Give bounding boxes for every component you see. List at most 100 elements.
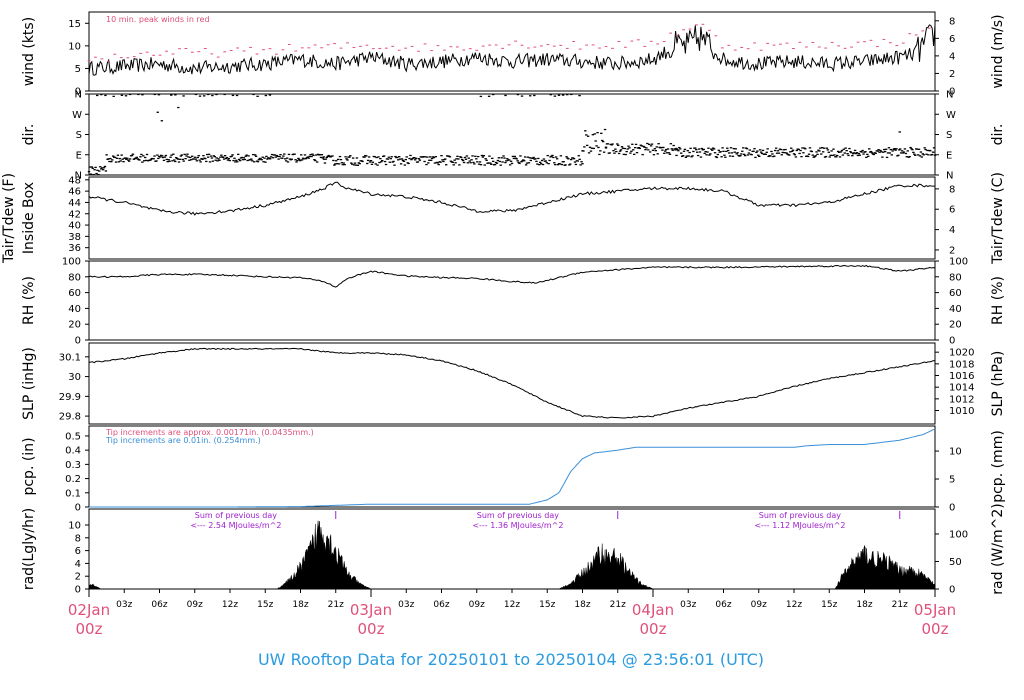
day-hour-label: 00z <box>640 620 667 638</box>
left-axis-label: pcp. (in) <box>21 437 37 495</box>
wind-series <box>88 24 936 76</box>
left-tick-label: 10 <box>68 41 81 52</box>
left-tick-label: 6 <box>75 546 81 557</box>
left-axis-label: Inside Box <box>21 182 37 254</box>
hour-tick-label: 09z <box>187 600 203 610</box>
right-tick-label: N <box>946 90 953 101</box>
left-tick-label: 46 <box>68 187 81 198</box>
hour-tick-label: 03z <box>398 600 414 610</box>
day-label: 03Jan <box>350 601 392 619</box>
daily-sum-value: <--- 1.36 MJoules/m^2 <box>472 521 563 530</box>
left-tick-label: W <box>72 110 82 121</box>
tip-note-red: Tip increments are approx. 0.00171in. (0… <box>105 428 314 437</box>
right-tick-label: 60 <box>949 288 962 299</box>
day-label: 02Jan <box>68 601 110 619</box>
left-tick-label: 38 <box>68 232 81 243</box>
right-tick-label: 2 <box>949 245 955 256</box>
hour-tick-label: 09z <box>751 600 767 610</box>
left-axis-label: SLP (inHg) <box>21 347 37 420</box>
tip-note-blue: Tip increments are 0.01in. (0.254mm.) <box>105 436 261 445</box>
left-tick-label: 0.4 <box>65 446 81 457</box>
hour-tick-label: 12z <box>786 600 802 610</box>
panel-frame <box>88 260 936 341</box>
left-tick-label: 30 <box>68 372 81 383</box>
right-tick-label: 50 <box>949 557 962 568</box>
right-tick-label: 5 <box>949 475 955 486</box>
hour-tick-label: 03z <box>680 600 696 610</box>
left-tick-label: 80 <box>68 272 81 283</box>
left-tick-label: 10 <box>68 521 81 532</box>
right-axis-label: pcp. (mm) <box>990 430 1006 503</box>
left-tick-label: 40 <box>68 221 81 232</box>
left-tick-label: 36 <box>68 243 81 254</box>
left-tick-label: 5 <box>75 64 81 75</box>
hour-tick-label: 03z <box>116 600 132 610</box>
right-tick-label: 1018 <box>949 359 974 370</box>
rh-series <box>88 264 936 288</box>
right-tick-label: 0 <box>949 503 955 514</box>
peak-wind-note: 10 min. peak winds in red <box>106 15 210 24</box>
hour-tick-label: 15z <box>539 600 555 610</box>
time-axis: 03z 06z 09z 12z 15z 18z 21z 03z 06z 09z 12z 15z 18z 2… <box>68 589 956 638</box>
right-axis-label: rad (W/m^2) <box>990 503 1006 594</box>
right-tick-label: 40 <box>949 304 962 315</box>
left-tick-label: N <box>75 171 82 182</box>
left-tick-label: 60 <box>68 288 81 299</box>
panel-frame <box>88 342 936 425</box>
right-tick-label: E <box>946 150 952 161</box>
panel-5: 0 0.1 0.2 0.3 0.4 0.5 0 5 10 pcp. (in) pcp. (mm) Ti… <box>21 425 1006 514</box>
right-tick-label: W <box>946 110 956 121</box>
right-tick-label: 10 <box>949 447 962 458</box>
left-tick-label: 44 <box>68 198 81 209</box>
left-axis-label: Tair/Tdew (F) <box>1 173 17 264</box>
right-tick-label: 2 <box>949 69 955 80</box>
hour-tick-label: 06z <box>433 600 449 610</box>
left-tick-label: 48 <box>68 175 81 186</box>
day-hour-label: 00z <box>358 620 385 638</box>
temp-series <box>88 181 936 216</box>
hour-tick-label: 21z <box>328 600 344 610</box>
hour-tick-label: 06z <box>715 600 731 610</box>
left-tick-label: S <box>76 130 82 141</box>
left-tick-label: N <box>75 90 82 101</box>
left-tick-label: 0.2 <box>65 474 81 485</box>
right-tick-label: 0 <box>949 336 955 347</box>
right-tick-label: 4 <box>949 225 955 236</box>
left-tick-label: 0 <box>75 87 81 98</box>
left-tick-label: 20 <box>68 320 81 331</box>
left-tick-label: 40 <box>68 304 81 315</box>
hour-tick-label: 18z <box>574 600 590 610</box>
right-tick-label: 20 <box>949 320 962 331</box>
day-label: 05Jan <box>914 601 956 619</box>
right-tick-label: 1016 <box>949 371 974 382</box>
left-tick-label: 0.1 <box>65 488 81 499</box>
left-tick-label: 0 <box>75 336 81 347</box>
panel-frame <box>88 176 936 260</box>
right-tick-label: 100 <box>949 529 968 540</box>
hour-tick-label: 18z <box>856 600 872 610</box>
left-tick-label: 0.5 <box>65 431 81 442</box>
left-axis-label: wind (kts) <box>21 17 37 86</box>
left-axis-label: RH (%) <box>21 276 37 325</box>
right-tick-label: 6 <box>949 205 955 216</box>
left-tick-label: E <box>76 150 82 161</box>
right-tick-label: 0 <box>949 87 955 98</box>
hour-tick-label: 15z <box>821 600 837 610</box>
panel-0: 0 5 10 15 0 2 4 6 8 wind (kts) wind (m/s) 10 min. p… <box>21 11 1006 98</box>
panel-frame <box>88 425 936 508</box>
hour-tick-label: 21z <box>892 600 908 610</box>
right-tick-label: 100 <box>949 257 968 268</box>
left-tick-label: 0 <box>75 585 81 596</box>
hour-tick-label: 09z <box>469 600 485 610</box>
day-hour-label: 00z <box>922 620 949 638</box>
right-tick-label: 1020 <box>949 348 974 359</box>
left-axis-label: dir. <box>21 124 37 146</box>
left-tick-label: 30.1 <box>59 352 81 363</box>
daily-sum-note: Sum of previous day <box>477 511 559 520</box>
right-tick-label: 8 <box>949 184 955 195</box>
left-tick-label: 4 <box>75 559 81 570</box>
right-tick-label: 8 <box>949 16 955 27</box>
